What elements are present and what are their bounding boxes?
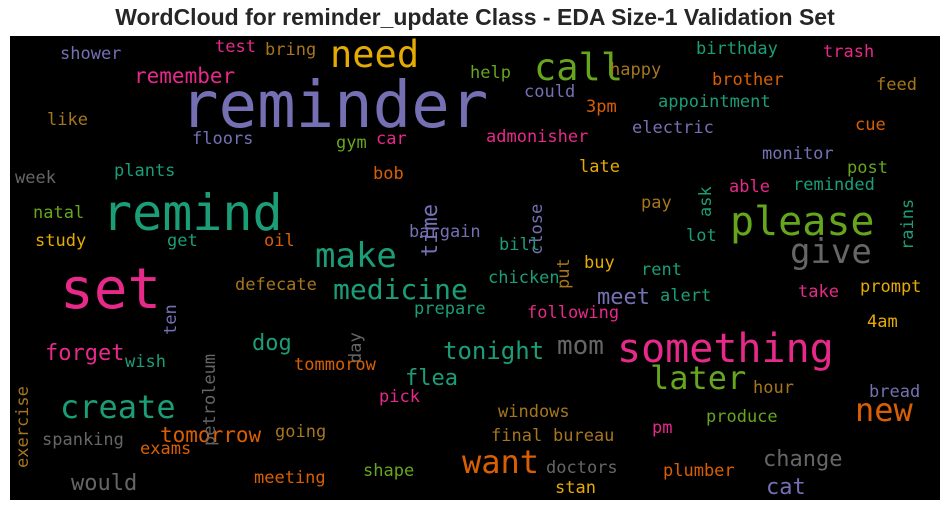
- wordcloud-word: electric: [632, 118, 714, 138]
- wordcloud-word: create: [60, 388, 176, 426]
- wordcloud-word: alert: [660, 286, 712, 306]
- wordcloud-word: chicken: [488, 268, 560, 288]
- wordcloud-word: meet: [597, 285, 650, 310]
- wordcloud-word: cue: [855, 115, 886, 135]
- wordcloud-canvas: reminder remind set something please need call…: [10, 36, 940, 500]
- wordcloud-word: plants: [114, 161, 176, 181]
- wordcloud-word: mom: [557, 331, 604, 361]
- wordcloud-word: pick: [379, 387, 420, 407]
- wordcloud-word: remember: [134, 64, 236, 88]
- wordcloud-word: test: [215, 37, 256, 57]
- wordcloud-word: bureau: [553, 426, 615, 446]
- wordcloud-word: please: [730, 199, 875, 245]
- wordcloud-word: remind: [102, 184, 283, 242]
- wordcloud-word: bill: [499, 235, 540, 255]
- wordcloud-word: feed: [876, 75, 917, 95]
- wordcloud-word: hour: [753, 378, 794, 398]
- wordcloud-word: take: [798, 282, 839, 302]
- wordcloud-word: would: [71, 471, 138, 496]
- wordcloud-word: exams: [140, 439, 192, 459]
- wordcloud-word: prompt: [860, 277, 922, 297]
- wordcloud-word: 3pm: [586, 97, 617, 117]
- wordcloud-word: like: [47, 110, 88, 130]
- wordcloud-word: bargain: [409, 222, 481, 242]
- wordcloud-word: help: [470, 63, 511, 83]
- wordcloud-word: tonight: [443, 337, 545, 365]
- wordcloud-word: exercise: [13, 386, 33, 468]
- wordcloud-word: ten: [161, 304, 181, 335]
- wordcloud-word: study: [35, 231, 87, 251]
- wordcloud-word: produce: [706, 407, 778, 427]
- wordcloud-word: make: [315, 236, 397, 276]
- wordcloud-word: something: [617, 326, 834, 372]
- wordcloud-word: bob: [373, 164, 404, 184]
- wordcloud-word: need: [330, 36, 420, 76]
- wordcloud-word: medicine: [333, 273, 468, 306]
- wordcloud-word: tomorrow: [160, 423, 262, 447]
- wordcloud-word: plumber: [663, 461, 735, 481]
- wordcloud-word: spanking: [42, 430, 124, 450]
- wordcloud-word: rent: [641, 260, 682, 280]
- wordcloud-word: 4am: [867, 312, 898, 332]
- wordcloud-word: gym: [336, 133, 367, 153]
- wordcloud-word: bread: [869, 382, 921, 402]
- wordcloud-word: buy: [584, 253, 615, 273]
- wordcloud-word: natal: [33, 203, 85, 223]
- wordcloud-word: prepare: [414, 299, 486, 319]
- wordcloud-word: reminded: [793, 175, 875, 195]
- wordcloud-word: late: [579, 157, 620, 177]
- wordcloud-word: floors: [192, 129, 254, 149]
- wordcloud-word: windows: [498, 402, 570, 422]
- wordcloud-word: appointment: [658, 92, 771, 112]
- wordcloud-word: doctors: [546, 458, 618, 478]
- wordcloud-word: give: [790, 232, 872, 272]
- wordcloud-word: cat: [766, 475, 806, 500]
- wordcloud-word: defecate: [235, 275, 317, 295]
- wordcloud-word: could: [524, 82, 576, 102]
- wordcloud-word: petroleum: [200, 353, 220, 446]
- wordcloud-word: change: [763, 447, 843, 472]
- wordcloud-word: happy: [610, 60, 662, 80]
- wordcloud-word: pay: [641, 193, 672, 213]
- wordcloud-word: set: [60, 257, 162, 322]
- wordcloud-word: final: [491, 426, 543, 446]
- wordcloud-word: trash: [823, 42, 875, 62]
- wordcloud-word: flea: [405, 366, 458, 391]
- wordcloud-word: later: [650, 359, 747, 397]
- chart-title: WordCloud for reminder_update Class - ED…: [115, 4, 835, 30]
- wordcloud-word: car: [376, 129, 407, 149]
- wordcloud-word: wish: [125, 352, 166, 372]
- wordcloud-word: birthday: [696, 39, 778, 59]
- wordcloud-word: call: [534, 46, 624, 89]
- wordcloud-word: going: [275, 422, 327, 442]
- wordcloud-word: get: [167, 231, 198, 251]
- wordcloud-word: forget: [45, 341, 125, 366]
- wordcloud-word: rains: [898, 198, 918, 250]
- wordcloud-word: shower: [60, 44, 122, 64]
- wordcloud-word: ask: [696, 186, 716, 217]
- wordcloud-word: lot: [686, 226, 717, 246]
- wordcloud-word: meeting: [254, 468, 326, 488]
- wordcloud-word: post: [847, 158, 888, 178]
- wordcloud-word: shape: [363, 461, 415, 481]
- wordcloud-word: reminder: [180, 69, 489, 143]
- wordcloud-word: pm: [652, 418, 673, 438]
- wordcloud-word: bring: [265, 40, 317, 60]
- wordcloud-word: want: [462, 443, 540, 481]
- wordcloud-word: tommorow: [294, 355, 376, 375]
- wordcloud-word: following: [527, 303, 620, 323]
- wordcloud-word: oil: [264, 231, 295, 251]
- wordcloud-word: brother: [712, 70, 784, 90]
- wordcloud-word: dog: [252, 331, 292, 356]
- wordcloud-word: able: [729, 177, 770, 197]
- wordcloud-word: stan: [555, 478, 596, 498]
- wordcloud-word: admonisher: [486, 127, 589, 147]
- wordcloud-word: new: [855, 391, 913, 429]
- wordcloud-word: monitor: [762, 144, 834, 164]
- wordcloud-word: week: [15, 168, 56, 188]
